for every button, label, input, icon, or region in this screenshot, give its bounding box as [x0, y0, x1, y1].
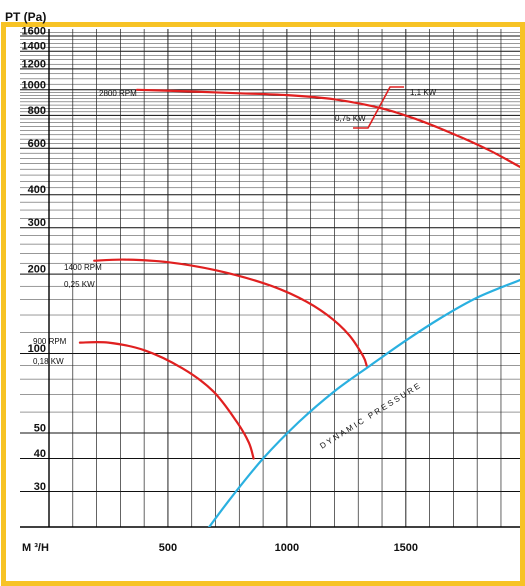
label-11-kw: 1,1 KW — [410, 88, 437, 97]
y-tick-label: 1000 — [22, 79, 46, 91]
kw-step-marker — [353, 86, 404, 129]
y-axis-label: PT (Pa) — [5, 10, 46, 24]
grid — [20, 29, 520, 528]
y-tick-label: 50 — [34, 422, 46, 434]
series-dynamic-pressure — [207, 278, 520, 527]
series-line — [78, 340, 255, 460]
curves — [78, 88, 520, 527]
label-1400-kw: 0,25 KW — [64, 280, 95, 289]
label-900-kw: 0,18 KW — [33, 357, 64, 366]
y-tick-label: 800 — [28, 105, 46, 117]
x-axis-label: M ³/H — [22, 542, 49, 554]
label-1400-rpm: 1400 RPM — [64, 263, 102, 272]
series-line — [207, 278, 520, 527]
x-tick-label: 1000 — [275, 542, 299, 554]
series-1400-rpm — [93, 258, 368, 367]
x-tick-label: 500 — [159, 542, 177, 554]
y-tick-label: 1400 — [22, 41, 46, 53]
y-tick-label: 30 — [34, 481, 46, 493]
y-tick-label: 1600 — [22, 25, 46, 37]
label-2800-rpm: 2800 RPM — [99, 89, 137, 98]
y-tick-label: 1200 — [22, 58, 46, 70]
label-075-kw: 0,75 KW — [335, 114, 366, 123]
tick-labels: 1600 1400 1200 1000 800 600 400 300 200 100 50 40 30… — [22, 25, 419, 554]
y-tick-label: 200 — [28, 264, 46, 276]
series-2800-rpm — [135, 88, 520, 168]
y-tick-label: 600 — [28, 138, 46, 150]
series-line — [135, 88, 520, 168]
x-tick-label: 1500 — [394, 542, 418, 554]
series-900-rpm — [78, 340, 255, 460]
series-line — [93, 258, 368, 367]
y-tick-label: 100 — [28, 343, 46, 355]
y-tick-label: 40 — [34, 448, 46, 460]
y-tick-label: 400 — [28, 184, 46, 196]
y-tick-label: 300 — [28, 217, 46, 229]
label-900-rpm: 900 RPM — [33, 337, 67, 346]
